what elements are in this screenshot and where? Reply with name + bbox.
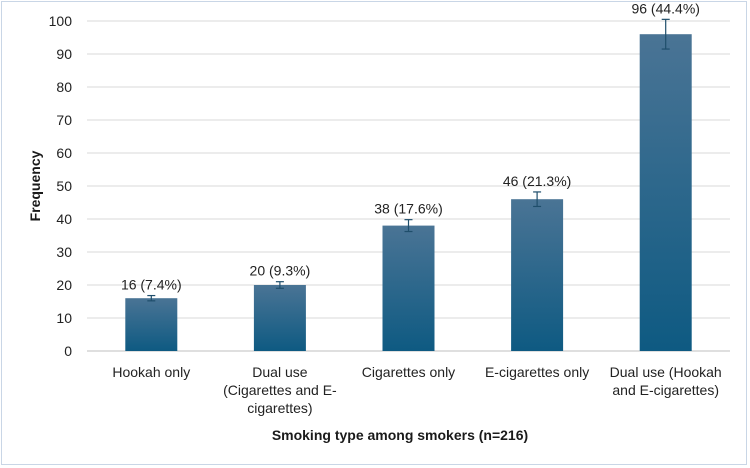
error-bars [147,18,670,302]
data-label: 46 (21.3%) [503,173,571,189]
y-tick-label: 50 [56,178,72,194]
y-tick-label: 10 [56,310,72,326]
data-label: 20 (9.3%) [250,263,311,279]
data-label: 96 (44.4%) [631,0,699,16]
category-label: Cigarettes only [362,364,455,380]
x-axis-title: Smoking type among smokers (n=216) [272,427,528,443]
bar [125,298,178,351]
category-label: E-cigarettes only [485,364,589,380]
bar [511,199,564,351]
y-axis-title: Frequency [27,150,43,221]
category-label: Dual use (Cigarettes and E-cigarettes) [223,364,337,416]
y-tick-label: 0 [64,343,72,359]
category-labels: Hookah only Dual use (Cigarettes and E-cig… [112,364,721,416]
y-tick-label: 70 [56,112,72,128]
y-tick-label: 30 [56,244,72,260]
y-tick-label: 40 [56,211,72,227]
category-label: Hookah only [112,364,190,380]
category-label: Dual use (Hookah and E-cigarettes) [610,364,722,398]
y-tick-label: 60 [56,145,72,161]
error-bar [404,219,413,233]
bar [639,34,692,351]
error-bar [533,191,542,208]
y-tick-label: 20 [56,277,72,293]
data-label: 16 (7.4%) [121,277,182,293]
y-tick-labels: 0 10 20 30 40 50 60 70 80 90 100 [49,13,73,359]
y-tick-label: 100 [49,13,73,29]
gridlines [87,20,730,352]
bar [253,285,306,351]
error-bar [661,18,670,50]
y-tick-label: 90 [56,46,72,62]
error-bar [275,281,284,289]
data-labels: 16 (7.4%) 20 (9.3%) 38 (17.6%) 46 (21.3%) 96… [121,0,700,292]
data-label: 38 (17.6%) [374,201,442,217]
bars [125,34,692,351]
bar [382,225,435,351]
error-bar [147,294,156,302]
y-tick-label: 80 [56,79,72,95]
